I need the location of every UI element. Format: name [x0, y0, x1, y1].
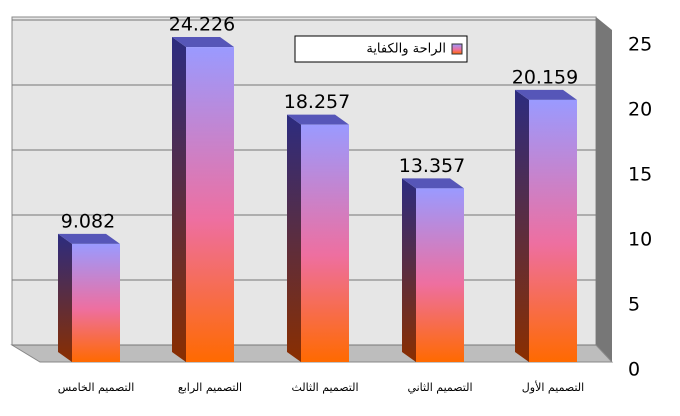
side-wall: [596, 17, 612, 362]
x-tick-label: التصميم الرابع: [178, 381, 242, 394]
legend-swatch: [451, 43, 463, 55]
bar-top: [172, 37, 234, 48]
bar: [301, 124, 349, 362]
bar-top: [287, 114, 349, 125]
value-label: 20.159: [512, 66, 578, 88]
bar: [186, 47, 234, 362]
x-tick-label: التصميم الثاني: [407, 381, 472, 394]
bar-side: [287, 114, 301, 362]
legend-label: الراحة والكفاية: [366, 42, 446, 57]
value-label: 9.082: [61, 210, 115, 232]
y-tick-label: 20: [628, 99, 652, 121]
y-tick-label: 10: [628, 229, 652, 251]
bar-side: [58, 233, 72, 362]
bar: [416, 188, 464, 362]
value-label: 18.257: [284, 91, 350, 113]
legend-box: [294, 35, 468, 63]
x-tick-label: التصميم الثالث: [292, 381, 359, 394]
x-tick-label: التصميم الأول: [522, 380, 584, 394]
x-tick-label: التصميم الخامس: [58, 381, 135, 394]
bar-side: [402, 178, 416, 362]
y-tick-label: 0: [628, 359, 640, 381]
value-label: 24.226: [169, 14, 235, 36]
value-label: 13.357: [399, 155, 465, 177]
bar: [529, 99, 577, 363]
bar-top: [402, 178, 464, 189]
y-tick-label: 15: [628, 164, 652, 186]
bar-top: [515, 89, 577, 100]
y-tick-label: 25: [628, 34, 652, 56]
legend: الراحة والكفاية: [294, 35, 468, 63]
bar-side: [515, 89, 529, 363]
bar-side: [172, 37, 186, 362]
y-tick-label: 5: [628, 294, 640, 316]
bar-top: [58, 233, 120, 244]
bar: [72, 243, 120, 362]
